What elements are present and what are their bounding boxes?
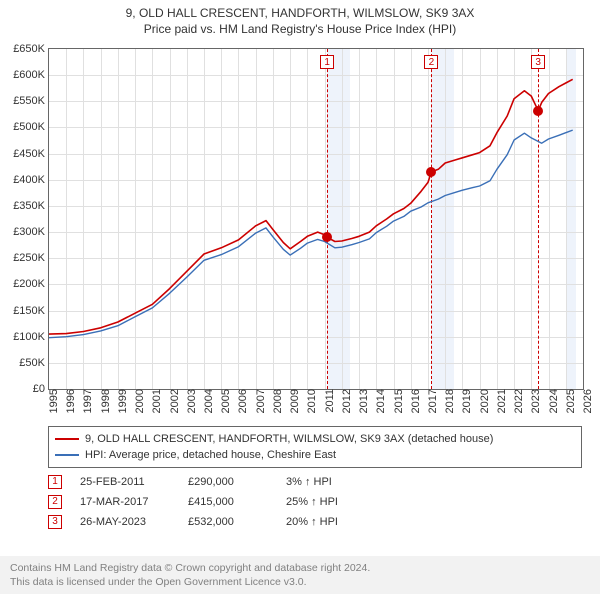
x-axis-label: 2007: [253, 389, 267, 413]
sales-pct: 20% ↑ HPI: [286, 516, 376, 528]
x-axis-label: 2014: [373, 389, 387, 413]
y-axis-label: £350K: [13, 200, 49, 212]
sales-marker: 3: [48, 515, 62, 529]
x-axis-label: 2021: [494, 389, 508, 413]
x-axis-label: 2020: [477, 389, 491, 413]
x-axis-label: 2023: [528, 389, 542, 413]
x-axis-label: 1997: [80, 389, 94, 413]
sale-dot: [426, 167, 436, 177]
x-axis-label: 1998: [98, 389, 112, 413]
y-axis-label: £150K: [13, 305, 49, 317]
sales-marker: 1: [48, 475, 62, 489]
x-axis-label: 2000: [132, 389, 146, 413]
sales-price: £532,000: [188, 516, 268, 528]
series-hpi: [49, 130, 573, 338]
x-axis-label: 2016: [408, 389, 422, 413]
x-axis-label: 2011: [322, 389, 336, 413]
y-axis-label: £450K: [13, 148, 49, 160]
y-axis-label: £250K: [13, 252, 49, 264]
chart-title-1: 9, OLD HALL CRESCENT, HANDFORTH, WILMSLO…: [0, 6, 600, 20]
x-axis-label: 2009: [287, 389, 301, 413]
x-axis-label: 2026: [580, 389, 594, 413]
footer-line-1: Contains HM Land Registry data © Crown c…: [10, 561, 590, 575]
footer-line-2: This data is licensed under the Open Gov…: [10, 575, 590, 589]
sales-date: 26-MAY-2023: [80, 516, 170, 528]
x-axis-label: 2010: [304, 389, 318, 413]
x-axis-label: 2013: [356, 389, 370, 413]
legend-item: HPI: Average price, detached house, Ches…: [55, 447, 575, 463]
sales-price: £290,000: [188, 476, 268, 488]
x-axis-label: 2015: [391, 389, 405, 413]
x-axis-label: 1995: [46, 389, 60, 413]
y-axis-label: £200K: [13, 278, 49, 290]
sales-marker: 2: [48, 495, 62, 509]
x-axis-label: 2025: [563, 389, 577, 413]
sale-dot: [533, 106, 543, 116]
x-axis-label: 2018: [442, 389, 456, 413]
y-axis-label: £500K: [13, 121, 49, 133]
legend-swatch: [55, 454, 79, 456]
x-axis-label: 2022: [511, 389, 525, 413]
x-axis-label: 2003: [184, 389, 198, 413]
x-axis-label: 2006: [235, 389, 249, 413]
x-axis-label: 2017: [425, 389, 439, 413]
y-axis-label: £600K: [13, 69, 49, 81]
sales-price: £415,000: [188, 496, 268, 508]
sales-date: 25-FEB-2011: [80, 476, 170, 488]
sales-row: 3 26-MAY-2023 £532,000 20% ↑ HPI: [48, 512, 376, 532]
y-axis-label: £300K: [13, 226, 49, 238]
chart-plot-area: £0£50K£100K£150K£200K£250K£300K£350K£400…: [48, 48, 584, 390]
x-axis-label: 2002: [167, 389, 181, 413]
legend-label: 9, OLD HALL CRESCENT, HANDFORTH, WILMSLO…: [85, 433, 493, 445]
x-axis-label: 2008: [270, 389, 284, 413]
x-axis-label: 2001: [149, 389, 163, 413]
sales-pct: 25% ↑ HPI: [286, 496, 376, 508]
sales-row: 2 17-MAR-2017 £415,000 25% ↑ HPI: [48, 492, 376, 512]
sales-table: 1 25-FEB-2011 £290,000 3% ↑ HPI 2 17-MAR-2017…: [48, 472, 376, 532]
sales-pct: 3% ↑ HPI: [286, 476, 376, 488]
x-axis-label: 1996: [63, 389, 77, 413]
sales-row: 1 25-FEB-2011 £290,000 3% ↑ HPI: [48, 472, 376, 492]
x-axis-label: 2019: [459, 389, 473, 413]
sales-date: 17-MAR-2017: [80, 496, 170, 508]
legend-item: 9, OLD HALL CRESCENT, HANDFORTH, WILMSLO…: [55, 431, 575, 447]
x-axis-label: 2004: [201, 389, 215, 413]
y-axis-label: £100K: [13, 331, 49, 343]
chart-legend: 9, OLD HALL CRESCENT, HANDFORTH, WILMSLO…: [48, 426, 582, 468]
x-axis-label: 1999: [115, 389, 129, 413]
legend-swatch: [55, 438, 79, 440]
legend-label: HPI: Average price, detached house, Ches…: [85, 449, 336, 461]
series-svg: [49, 49, 583, 389]
x-axis-label: 2012: [339, 389, 353, 413]
y-axis-label: £50K: [19, 357, 49, 369]
series-property: [49, 79, 573, 334]
sale-dot: [322, 232, 332, 242]
y-axis-label: £400K: [13, 174, 49, 186]
x-axis-label: 2005: [218, 389, 232, 413]
x-axis-label: 2024: [546, 389, 560, 413]
chart-title-2: Price paid vs. HM Land Registry's House …: [0, 22, 600, 36]
y-axis-label: £550K: [13, 95, 49, 107]
y-axis-label: £650K: [13, 43, 49, 55]
footer-attribution: Contains HM Land Registry data © Crown c…: [0, 556, 600, 594]
